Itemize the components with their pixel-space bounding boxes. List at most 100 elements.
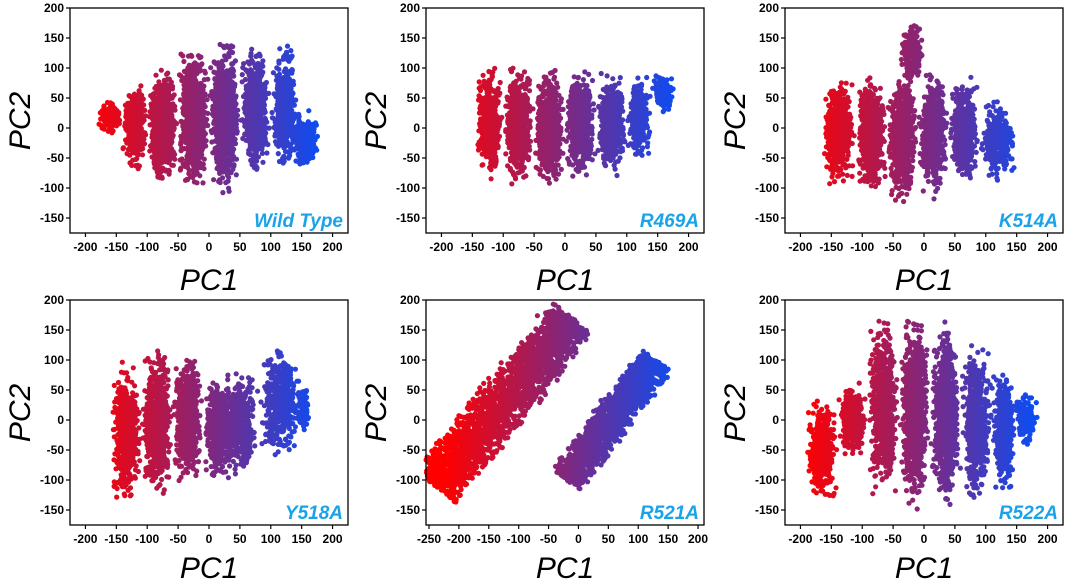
scatter-point — [171, 106, 176, 111]
scatter-point — [124, 115, 129, 120]
scatter-point — [202, 69, 207, 74]
scatter-point — [220, 175, 225, 180]
scatter-point — [226, 157, 231, 162]
scatter-point — [228, 153, 233, 158]
scatter-point — [209, 130, 214, 135]
scatter-point — [132, 92, 137, 97]
scatter-point — [221, 81, 226, 86]
scatter-point — [113, 113, 118, 118]
scatter-point — [229, 43, 234, 48]
scatter-point — [160, 142, 165, 147]
scatter-point — [225, 132, 230, 137]
scatter-point — [226, 105, 231, 110]
scatter-point — [151, 115, 156, 120]
scatter-point — [230, 79, 235, 84]
scatter-point — [111, 128, 116, 133]
scatter-point — [152, 86, 157, 91]
scatter-point — [199, 101, 204, 106]
scatter-point — [192, 179, 197, 184]
scatter-point — [227, 189, 232, 194]
scatter-point — [165, 157, 170, 162]
scatter-point — [211, 177, 216, 182]
scatter-point — [210, 150, 215, 155]
scatter-point — [130, 118, 135, 123]
scatter-point — [138, 83, 143, 88]
scatter-point — [162, 82, 167, 87]
scatter-point — [200, 180, 205, 185]
scatter-point — [225, 92, 230, 97]
scatter-point — [129, 138, 134, 143]
scatter-point — [104, 122, 109, 127]
scatter-point — [209, 89, 214, 94]
scatter-point — [187, 68, 192, 73]
scatter-point — [200, 136, 205, 141]
scatter-point — [181, 59, 186, 64]
pca-figure: -200 -150 -100 -50 0 50 100 150 200-150-100-5005… — [0, 0, 1072, 581]
scatter-point — [195, 136, 200, 141]
scatter-point — [163, 106, 168, 111]
scatter-point — [222, 45, 227, 50]
scatter-point — [153, 73, 158, 78]
scatter-point — [211, 110, 216, 115]
scatter-point — [218, 42, 223, 47]
panel-wild-type: -200 -150 -100 -50 0 50 100 150 200-150-100-5005… — [4, 1, 348, 297]
scatter-point — [220, 190, 225, 195]
scatter-point — [192, 169, 197, 174]
scatter-point — [203, 143, 208, 148]
scatter-point — [213, 82, 218, 87]
scatter-point — [140, 96, 145, 101]
scatter-point — [188, 102, 193, 107]
scatter-point — [159, 93, 164, 98]
scatter-point — [164, 99, 169, 104]
scatter-point — [108, 108, 113, 113]
scatter-point — [218, 133, 223, 138]
scatter-point — [183, 119, 188, 124]
scatter-point — [152, 148, 157, 153]
scatter-point — [178, 52, 183, 57]
scatter-point — [189, 54, 194, 59]
scatter-point — [211, 121, 216, 126]
scatter-point — [164, 133, 169, 138]
scatter-point — [191, 93, 196, 98]
scatter-point — [102, 127, 107, 132]
scatter-point — [178, 167, 183, 172]
scatter-point — [167, 169, 172, 174]
scatter-point — [150, 154, 155, 159]
scatter-point — [131, 143, 136, 148]
scatter-point — [197, 165, 202, 170]
scatter-point — [170, 134, 175, 139]
scatter-point — [221, 89, 226, 94]
scatter-point — [136, 166, 141, 171]
scatter-point — [137, 110, 142, 115]
scatter-point — [160, 87, 165, 92]
scatter-point — [197, 173, 202, 178]
scatter-point — [186, 114, 191, 119]
scatter-point — [228, 70, 233, 75]
scatter-points — [97, 42, 321, 195]
scatter-point — [164, 72, 169, 77]
scatter-point — [223, 110, 228, 115]
scatter-point — [210, 96, 215, 101]
scatter-point — [191, 107, 196, 112]
scatter-point — [148, 122, 153, 127]
scatter-point — [152, 165, 157, 170]
scatter-point — [160, 166, 165, 171]
scatter-point — [129, 105, 134, 110]
scatter-point — [194, 151, 199, 156]
scatter-point — [154, 122, 159, 127]
scatter-point — [205, 77, 210, 82]
scatter-point — [198, 123, 203, 128]
scatter-point — [178, 140, 183, 145]
scatter-point — [149, 109, 154, 114]
scatter-point — [218, 180, 223, 185]
scatter-point — [159, 115, 164, 120]
scatter-point — [181, 106, 186, 111]
scatter-point — [152, 159, 157, 164]
scatter-point — [108, 100, 113, 105]
scatter-point — [215, 145, 220, 150]
scatter-point — [208, 65, 213, 70]
scatter-point — [185, 91, 190, 96]
scatter-point — [190, 175, 195, 180]
scatter-point — [135, 149, 140, 154]
scatter-point — [230, 99, 235, 104]
